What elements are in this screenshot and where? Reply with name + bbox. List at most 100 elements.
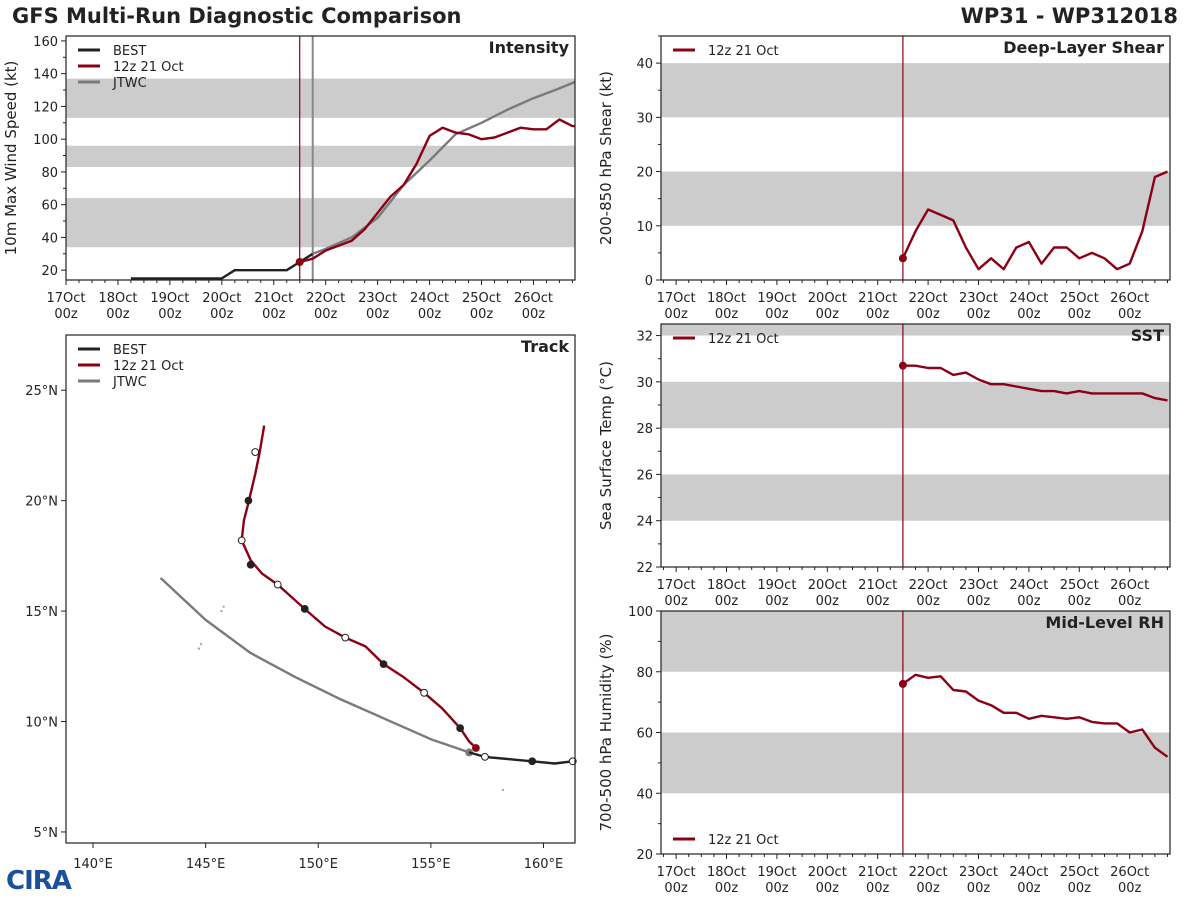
shear-ylabel: 200-850 hPa Shear (kt) — [597, 71, 615, 245]
sst-ytick-label: 30 — [636, 376, 653, 391]
track-gfs-run-point-6 — [273, 580, 282, 589]
intensity-jtwc-line — [312, 80, 576, 255]
rh-xtick-label: 00z — [715, 881, 739, 896]
shear-title: Deep-Layer Shear — [1003, 38, 1164, 57]
shear-xtick-label: 00z — [765, 307, 789, 322]
sst-ytick-label: 22 — [636, 561, 653, 576]
sst-xtick-label: 00z — [1017, 594, 1041, 609]
rh-xtick-label: 00z — [866, 881, 890, 896]
shear-xtick-label: 22Oct — [909, 291, 948, 306]
track-xtick-label: 150°E — [298, 857, 338, 872]
track-title: Track — [521, 337, 569, 356]
intensity-ytick-label: 120 — [33, 100, 58, 115]
sst-xtick-label: 21Oct — [858, 578, 897, 593]
shear-band-1 — [661, 63, 1170, 118]
track-ytick-label: 5°N — [34, 826, 59, 841]
sst-legend-label: 12z 21 Oct — [708, 332, 779, 347]
sst-xtick-label: 19Oct — [757, 578, 796, 593]
shear-xtick-label: 26Oct — [1110, 291, 1149, 306]
sst-xtick-label: 00z — [1068, 594, 1092, 609]
rh-xtick-label: 18Oct — [707, 865, 746, 880]
shear-xtick-label: 00z — [1118, 307, 1142, 322]
rh-xtick-label: 24Oct — [1009, 865, 1048, 880]
rh-legend-label: 12z 21 Oct — [708, 833, 779, 848]
intensity-ytick-label: 100 — [33, 133, 58, 148]
track-gfs-run-point-4 — [341, 633, 350, 642]
intensity-xtick-label: 20Oct — [202, 291, 241, 306]
track-gfs-run-point-0 — [472, 744, 480, 752]
shear-ytick-label: 10 — [636, 220, 653, 235]
intensity-xtick-label: 17Oct — [46, 291, 85, 306]
intensity-xtick-label: 24Oct — [410, 291, 449, 306]
intensity-ylabel: 10m Max Wind Speed (kt) — [2, 61, 20, 256]
track-ytick-label: 25°N — [25, 384, 58, 399]
track-gfs-run-line — [240, 425, 477, 749]
shear-xtick-label: 00z — [866, 307, 890, 322]
intensity-xtick-label: 00z — [470, 307, 494, 322]
track-legend-label: 12z 21 Oct — [113, 359, 184, 374]
rh-title: Mid-Level RH — [1045, 613, 1164, 632]
intensity-xtick-label: 00z — [54, 307, 78, 322]
sst-gfs-run-start-marker — [898, 361, 907, 370]
sst-xtick-label: 17Oct — [657, 578, 696, 593]
island-3 — [197, 647, 201, 650]
intensity-xtick-label: 21Oct — [254, 291, 293, 306]
track-ytick-label: 10°N — [25, 716, 58, 731]
shear-gfs-run-line — [901, 170, 1168, 271]
sst-band-1 — [661, 381, 1170, 429]
track-xtick-label: 155°E — [411, 857, 451, 872]
track-gfs-run-point-1 — [456, 724, 465, 733]
intensity-ytick-label: 80 — [41, 166, 58, 181]
track-gfs-run-point-9 — [244, 496, 253, 505]
rh-xtick-label: 00z — [967, 881, 991, 896]
shear-xtick-label: 17Oct — [657, 291, 696, 306]
sst-xtick-label: 23Oct — [959, 578, 998, 593]
sst-xtick-label: 00z — [916, 594, 940, 609]
sst-ytick-label: 26 — [636, 468, 653, 483]
shear-xtick-label: 00z — [916, 307, 940, 322]
sst-xtick-label: 00z — [816, 594, 840, 609]
sst-xtick-label: 22Oct — [909, 578, 948, 593]
intensity-title: Intensity — [489, 38, 570, 57]
sst-xtick-label: 18Oct — [707, 578, 746, 593]
track-legend-label: JTWC — [112, 375, 147, 390]
shear-gfs-run-start-marker — [898, 254, 907, 263]
track-xtick-label: 140°E — [73, 857, 113, 872]
intensity-panel: 2040608010012014016017Oct00z18Oct00z19Oc… — [2, 35, 576, 322]
sst-band-0 — [661, 474, 1170, 521]
sst-xtick-label: 20Oct — [808, 578, 847, 593]
rh-ytick-label: 20 — [636, 848, 653, 863]
rh-xtick-label: 22Oct — [909, 865, 948, 880]
track-gfs-run-point-7 — [246, 560, 255, 569]
rh-xtick-label: 25Oct — [1060, 865, 1099, 880]
track-xtick-label: 145°E — [186, 857, 226, 872]
shear-ytick-label: 30 — [636, 111, 653, 126]
track-best-point-0 — [481, 752, 489, 761]
intensity-legend-label: JTWC — [112, 76, 147, 91]
intensity-xtick-label: 19Oct — [150, 291, 189, 306]
track-ytick-label: 20°N — [25, 495, 58, 510]
sst-xtick-label: 26Oct — [1110, 578, 1149, 593]
rh-ytick-label: 80 — [636, 666, 653, 681]
track-gfs-run-point-3 — [379, 660, 388, 668]
shear-xtick-label: 19Oct — [757, 291, 796, 306]
rh-xtick-label: 20Oct — [808, 865, 847, 880]
island-1 — [220, 609, 223, 613]
intensity-frame — [65, 35, 576, 281]
track-panel: 5°N 10°N 15°N 20°N 25°N 140°E 145°E 150°E 155°E 1… — [25, 334, 577, 872]
sst-xtick-label: 00z — [1118, 594, 1142, 609]
shear-xtick-label: 21Oct — [858, 291, 897, 306]
sst-xtick-label: 00z — [866, 594, 890, 609]
track-xtick-label: 160°E — [524, 857, 564, 872]
sst-ylabel: Sea Surface Temp (°C) — [597, 361, 615, 530]
shear-ytick-label: 20 — [636, 166, 653, 181]
intensity-xtick-label: 00z — [262, 307, 286, 322]
intensity-legend-label: 12z 21 Oct — [113, 60, 184, 75]
rh-panel: 2040608010017Oct00z18Oct00z19Oct00z20Oct… — [597, 605, 1171, 896]
intensity-xtick-label: 00z — [366, 307, 390, 322]
sst-xtick-label: 24Oct — [1009, 578, 1048, 593]
intensity-xtick-label: 23Oct — [358, 291, 397, 306]
rh-band-0 — [661, 732, 1170, 794]
sst-xtick-label: 00z — [967, 594, 991, 609]
